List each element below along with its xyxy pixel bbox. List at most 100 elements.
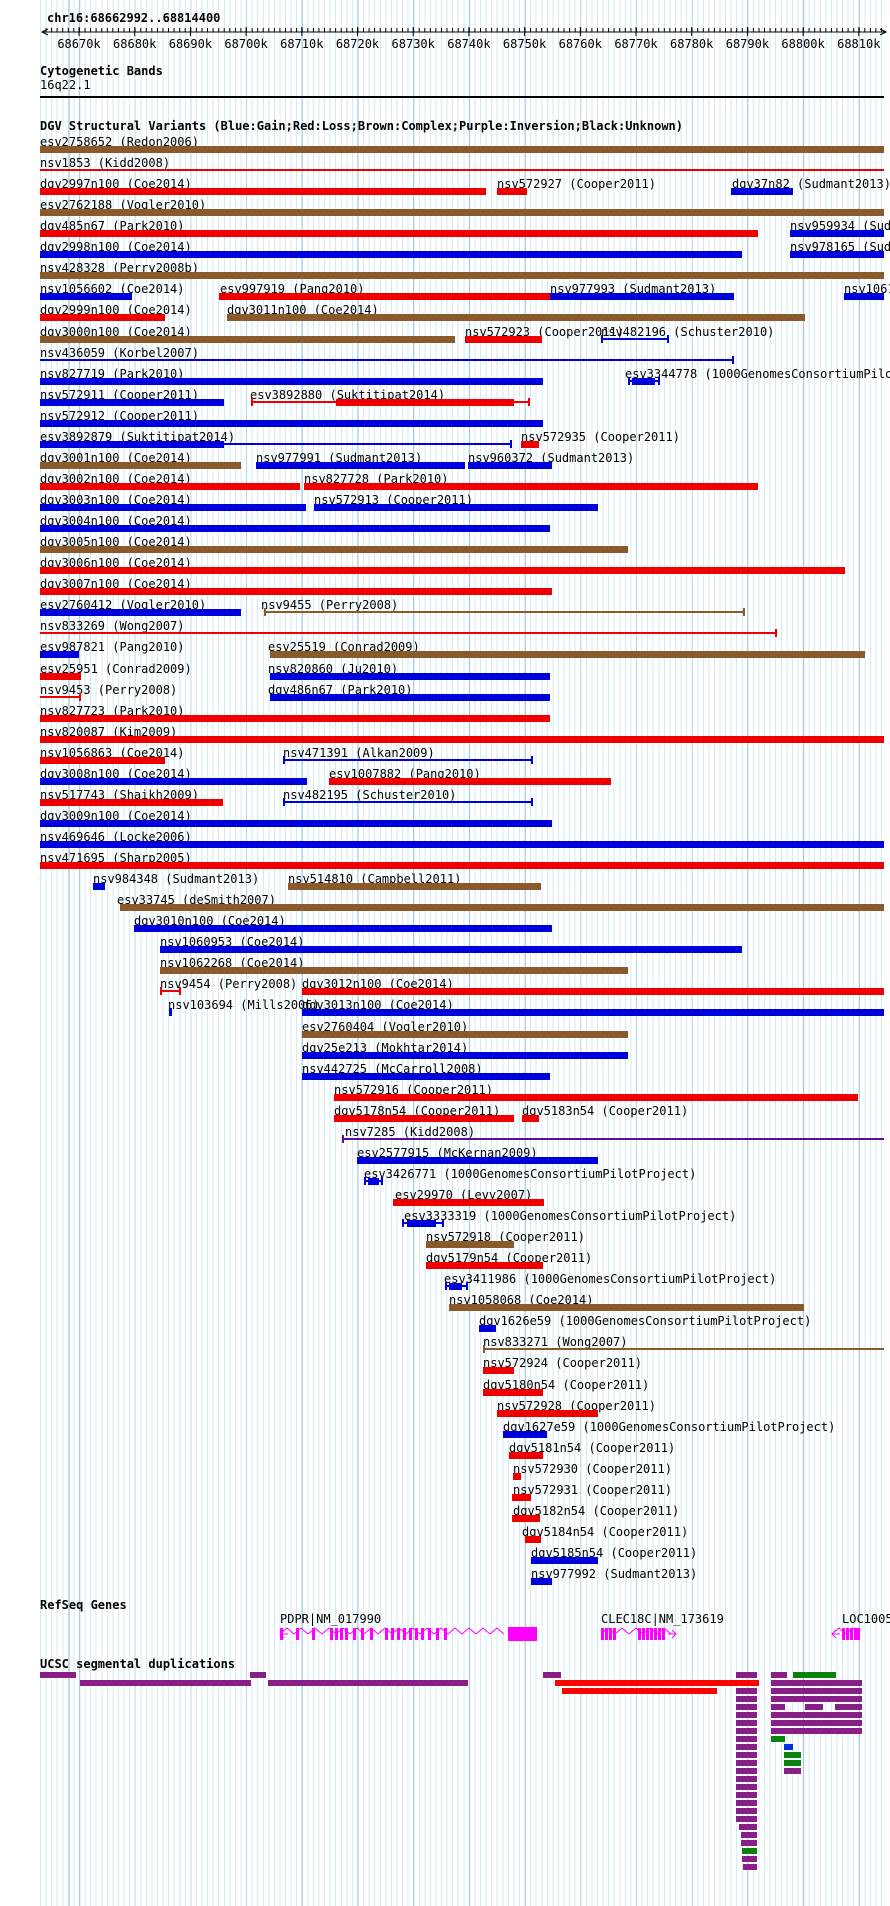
variant-label[interactable]: nsv572913 (Cooper2011) [314, 493, 473, 507]
segdup-bar[interactable] [741, 1840, 757, 1846]
gene-label[interactable]: PDPR|NM_017990 [280, 1612, 382, 1626]
variant-bar[interactable] [40, 820, 552, 827]
variant-label[interactable]: nsv517743 (Shaikh2009) [40, 788, 199, 802]
segdup-bar[interactable] [736, 1696, 757, 1702]
variant-label[interactable]: nsv9454 (Perry2008) [160, 977, 298, 991]
ruler[interactable]: 68670k 68680k 68690k 68700k 68710k 68720k 6873… [0, 24, 890, 52]
variant-label[interactable]: nsv1056863 (Coe2014) [40, 746, 185, 760]
variant-label[interactable]: nsv959934 (Sudmant2013) [790, 219, 890, 233]
variant-label[interactable]: dgv2999n100 (Coe2014) [40, 303, 192, 317]
variant-bar[interactable] [336, 399, 514, 406]
segdup-bar[interactable] [771, 1728, 862, 1734]
variant-label[interactable]: dgv5182n54 (Cooper2011) [513, 1504, 680, 1518]
variant-bar[interactable] [40, 314, 165, 321]
gene-glyph[interactable] [279, 1627, 537, 1641]
variant-bar[interactable] [270, 694, 550, 701]
variant-bar[interactable] [40, 293, 132, 300]
variant-label[interactable]: dgv2998n100 (Coe2014) [40, 240, 192, 254]
variant-bar[interactable] [40, 651, 79, 658]
variant-bar[interactable] [40, 799, 223, 806]
variant-label[interactable]: dgv3006n100 (Coe2014) [40, 556, 192, 570]
variant-label[interactable]: dgv3013n100 (Coe2014) [302, 998, 454, 1012]
variant-label[interactable]: esv3892880 (Suktitipat2014) [250, 388, 446, 402]
variant-bar[interactable] [219, 293, 550, 300]
variant-label[interactable]: nsv1056602 (Coe2014) [40, 282, 185, 296]
segdup-bar[interactable] [805, 1704, 823, 1710]
variant-label[interactable]: nsv10612 [844, 282, 890, 296]
variant-label[interactable]: nsv572935 (Cooper2011) [521, 430, 680, 444]
segdup-bar[interactable] [268, 1680, 468, 1686]
variant-bar[interactable] [40, 251, 742, 258]
variant-label[interactable]: dgv2997n100 (Coe2014) [40, 177, 192, 191]
variant-bar[interactable] [40, 736, 884, 743]
variant-label[interactable]: nsv572912 (Cooper2011) [40, 409, 199, 423]
variant-bar[interactable] [302, 1073, 550, 1080]
variant-bar[interactable] [40, 441, 224, 448]
variant-label[interactable]: nsv482196 (Schuster2010) [601, 325, 775, 339]
variant-label[interactable]: dgv5180n54 (Cooper2011) [483, 1378, 650, 1392]
variant-label[interactable]: dgv5183n54 (Cooper2011) [522, 1104, 689, 1118]
variant-bar[interactable] [531, 1557, 598, 1564]
variant-label[interactable]: nsv428328 (Perry2008b) [40, 261, 199, 275]
segdup-bar[interactable] [736, 1688, 757, 1694]
segdup-bar[interactable] [771, 1680, 862, 1686]
variant-line[interactable] [40, 169, 884, 171]
variant-bar[interactable] [426, 1262, 543, 1269]
variant-bar[interactable] [790, 230, 884, 237]
variant-label[interactable]: nsv482195 (Schuster2010) [283, 788, 457, 802]
variant-bar[interactable] [40, 272, 884, 279]
variant-bar[interactable] [40, 188, 486, 195]
segdup-bar[interactable] [736, 1744, 757, 1750]
variant-label[interactable]: dgv1627e59 (1000GenomesConsortiumPilotPr… [503, 1420, 836, 1434]
variant-bar[interactable] [40, 336, 455, 343]
segdup-bar[interactable] [771, 1704, 785, 1710]
variant-label[interactable]: dgv3003n100 (Coe2014) [40, 493, 192, 507]
segdup-bar[interactable] [736, 1776, 757, 1782]
segdup-bar[interactable] [543, 1672, 561, 1678]
variant-bar[interactable] [368, 1178, 379, 1185]
variant-line[interactable] [40, 632, 777, 634]
variant-label[interactable]: nsv103694 (Mills2006) [168, 998, 320, 1012]
variant-label[interactable]: dgv485n67 (Park2010) [40, 219, 185, 233]
variant-bar[interactable] [302, 1009, 884, 1016]
variant-bar[interactable] [509, 1452, 543, 1459]
variant-label[interactable]: dgv5184n54 (Cooper2011) [522, 1525, 689, 1539]
segdup-bar[interactable] [742, 1848, 757, 1854]
variant-bar[interactable] [632, 378, 655, 385]
variant-bar[interactable] [40, 399, 224, 406]
variant-bar[interactable] [40, 504, 306, 511]
variant-label[interactable]: nsv984348 (Sudmant2013) [93, 872, 260, 886]
variant-bar[interactable] [483, 1389, 543, 1396]
segdup-bar[interactable] [555, 1680, 759, 1686]
variant-bar[interactable] [302, 1031, 628, 1038]
segdup-bar[interactable] [250, 1672, 266, 1678]
segdup-bar[interactable] [736, 1704, 757, 1710]
variant-label[interactable]: esv3344778 (1000GenomesConsortiumPilotPr… [625, 367, 890, 381]
variant-label[interactable]: dgv3002n100 (Coe2014) [40, 472, 192, 486]
gene-glyph[interactable] [831, 1627, 861, 1640]
variant-label[interactable]: nsv572916 (Cooper2011) [334, 1083, 493, 1097]
variant-line[interactable] [601, 338, 669, 340]
variant-bar[interactable] [731, 188, 793, 195]
variant-bar[interactable] [393, 1199, 544, 1206]
variant-bar[interactable] [512, 1494, 531, 1501]
variant-bar[interactable] [40, 673, 81, 680]
segdup-bar[interactable] [793, 1672, 836, 1678]
segdup-bar[interactable] [771, 1696, 862, 1702]
variant-bar[interactable] [40, 230, 758, 237]
variant-bar[interactable] [525, 1536, 541, 1543]
segdup-bar[interactable] [784, 1744, 793, 1750]
variant-bar[interactable] [288, 883, 541, 890]
segdup-bar[interactable] [784, 1768, 801, 1774]
variant-label[interactable]: nsv572931 (Cooper2011) [513, 1483, 672, 1497]
variant-bar[interactable] [40, 546, 628, 553]
variant-bar[interactable] [270, 673, 550, 680]
segdup-bar[interactable] [743, 1864, 757, 1870]
variant-bar[interactable] [40, 525, 550, 532]
variant-label[interactable]: nsv820087 (Kim2009) [40, 725, 178, 739]
variant-label[interactable]: esv987821 (Pang2010) [40, 640, 185, 654]
segdup-bar[interactable] [736, 1728, 757, 1734]
segdup-bar[interactable] [736, 1792, 757, 1798]
variant-label[interactable]: esv33745 (deSmith2007) [117, 893, 276, 907]
segdup-bar[interactable] [736, 1720, 757, 1726]
